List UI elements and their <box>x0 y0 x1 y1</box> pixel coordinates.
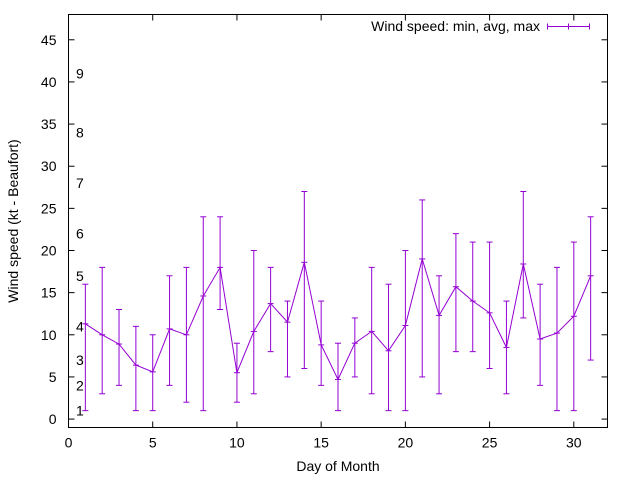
x-tick-label: 20 <box>398 435 414 451</box>
beaufort-label: 9 <box>76 66 84 82</box>
y-tick-label: 10 <box>41 327 57 343</box>
beaufort-label: 4 <box>76 318 84 334</box>
beaufort-scale: 1 2 3 4 5 6 7 8 9 <box>76 66 84 419</box>
x-tick-label: 5 <box>149 435 157 451</box>
y-tick-label: 25 <box>41 200 57 216</box>
x-tick-label: 0 <box>65 435 73 451</box>
beaufort-label: 6 <box>76 226 84 242</box>
y-tick-label: 30 <box>41 158 57 174</box>
y-tick-label: 35 <box>41 116 57 132</box>
legend-label: Wind speed: min, avg, max <box>371 18 540 34</box>
y-tick-label: 20 <box>41 243 57 259</box>
y-tick-label: 15 <box>41 285 57 301</box>
x-tick-label: 15 <box>313 435 329 451</box>
y-tick-label: 0 <box>49 411 57 427</box>
beaufort-label: 5 <box>76 268 84 284</box>
beaufort-label: 1 <box>76 403 84 419</box>
series-group <box>82 191 594 412</box>
y-tick-label: 45 <box>41 32 57 48</box>
beaufort-label: 8 <box>76 125 84 141</box>
x-axis-label: Day of Month <box>296 458 379 474</box>
plot-frame <box>68 14 608 428</box>
x-tick-label: 25 <box>482 435 498 451</box>
beaufort-label: 3 <box>76 352 84 368</box>
x-tick-label: 30 <box>566 435 582 451</box>
y-tick-label: 40 <box>41 74 57 90</box>
y-tick-label: 5 <box>49 369 57 385</box>
beaufort-label: 7 <box>76 175 84 191</box>
x-tick-label: 10 <box>229 435 245 451</box>
beaufort-label: 2 <box>76 377 84 393</box>
y-axis-label: Wind speed (kt - Beaufort) <box>5 139 21 302</box>
legend: Wind speed: min, avg, max <box>371 18 590 34</box>
